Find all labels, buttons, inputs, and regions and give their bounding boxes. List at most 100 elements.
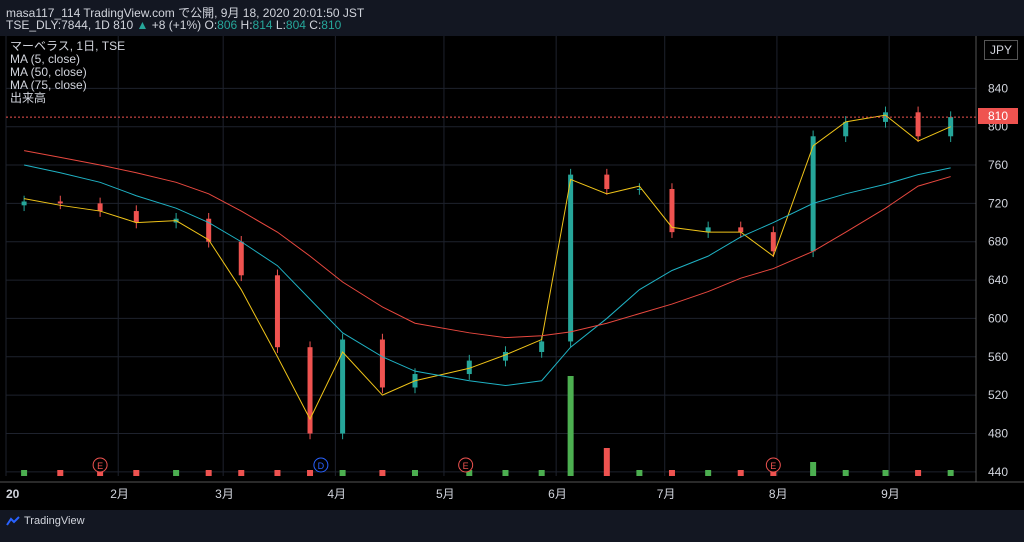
change-value: +8 (+1%) — [151, 18, 202, 32]
event-marker — [765, 457, 781, 473]
legend-ma50[interactable]: MA (50, close) — [10, 65, 87, 79]
time-tick-label: 20 — [6, 487, 20, 501]
volume-bar — [668, 470, 675, 476]
volume-bar — [538, 470, 545, 476]
time-tick-label: 9月 — [881, 487, 900, 501]
volume-bar — [842, 470, 849, 476]
volume-bar — [339, 470, 346, 476]
footer-bar — [0, 510, 1024, 537]
candle-body — [502, 351, 508, 361]
open-value: 806 — [217, 18, 238, 32]
candle-body — [770, 232, 776, 252]
volume-bar — [173, 470, 180, 476]
time-tick-label: 2月 — [110, 487, 129, 501]
currency-button[interactable]: JPY — [984, 40, 1018, 60]
volume-bar — [238, 470, 245, 476]
candle-body — [539, 341, 545, 352]
header-bar: masa117_114 TradingView.com で公開, 9月 18, … — [0, 0, 1024, 36]
close-value: 810 — [321, 18, 342, 32]
tradingview-brand[interactable]: TradingView — [6, 515, 85, 527]
close-label: C: — [309, 18, 322, 32]
legend-volume[interactable]: 出来高 — [10, 91, 47, 105]
candle-body — [915, 112, 921, 137]
price-tick-label: 840 — [988, 81, 1008, 95]
volume-bar — [737, 470, 744, 476]
low-value: 804 — [285, 18, 306, 32]
price-tick-label: 680 — [988, 235, 1008, 249]
volume-bar — [915, 470, 922, 476]
price-tick-label: 600 — [988, 311, 1008, 325]
price-tick-label: 560 — [988, 350, 1008, 364]
candle-body — [466, 360, 472, 375]
high-value: 814 — [252, 18, 273, 32]
price-tick-label: 640 — [988, 273, 1008, 287]
candle-body — [21, 201, 27, 206]
time-tick-label: 3月 — [215, 487, 234, 501]
candle-body — [274, 275, 280, 348]
candle-body — [810, 136, 816, 252]
legend-symbol[interactable]: マーベラス, 1日, TSE — [10, 39, 126, 53]
candle-body — [738, 227, 744, 233]
last-price-tag: 810 — [978, 108, 1018, 124]
chart-area[interactable]: 840 800 760 720 680 640 600 560 520 480 440 20 2月 3月 4… — [0, 36, 1024, 537]
candle-body — [379, 339, 385, 388]
volume-bar — [379, 470, 386, 476]
event-marker — [313, 457, 329, 473]
publish-info: masa117_114 TradingView.com で公開, 9月 18, … — [6, 6, 365, 20]
candle-body — [705, 227, 711, 233]
ohlc-line: TSE_DLY:7844, 1D 810 ▲ +8 (+1%) O:806 H:… — [6, 18, 341, 32]
time-tick-label: 4月 — [327, 487, 346, 501]
legend-ma75[interactable]: MA (75, close) — [10, 78, 87, 92]
price-tick-label: 760 — [988, 158, 1008, 172]
candle-body — [206, 218, 212, 242]
candle-body — [238, 241, 244, 276]
event-marker — [92, 457, 108, 473]
ma5-line — [24, 114, 951, 421]
open-label: O: — [204, 18, 218, 32]
high-label: H: — [240, 18, 253, 32]
volume-bar — [810, 462, 817, 476]
brand-label: TradingView — [24, 515, 85, 527]
price-tick-label: 720 — [988, 196, 1008, 210]
candle-body — [669, 189, 675, 233]
time-tick-label: 8月 — [769, 487, 788, 501]
candle-body — [843, 121, 849, 137]
volume-bar — [567, 376, 574, 476]
candle-body — [948, 117, 954, 137]
volume-bar — [307, 470, 314, 476]
volume-bar — [205, 470, 212, 476]
time-tick-label: 6月 — [548, 487, 567, 501]
price-tick-label: 440 — [988, 465, 1008, 479]
up-arrow-icon: ▲ — [136, 18, 149, 32]
volume-bar — [133, 470, 140, 476]
price-tick-label: 480 — [988, 426, 1008, 440]
event-marker-label: D — [318, 461, 325, 471]
volume-bar — [466, 470, 473, 476]
ma75-line — [24, 150, 951, 339]
low-label: L: — [275, 18, 286, 32]
candle-body — [340, 339, 346, 434]
volume-bar — [274, 470, 281, 476]
volume-bar — [705, 470, 712, 476]
price-tick-label: 520 — [988, 388, 1008, 402]
time-tick-label: 7月 — [657, 487, 676, 501]
event-marker-label: E — [770, 461, 776, 471]
legend-ma5[interactable]: MA (5, close) — [10, 52, 81, 66]
candle-body — [307, 347, 313, 434]
symbol-label: TSE_DLY:7844, 1D 810 — [6, 18, 134, 32]
indicator-legend: マーベラス, 1日, TSE MA (5, close) MA (50, clo… — [10, 40, 125, 105]
volume-bar — [411, 470, 418, 476]
time-tick-label: 5月 — [436, 487, 455, 501]
volume-bar — [21, 470, 28, 476]
volume-bar — [57, 470, 64, 476]
volume-bar — [947, 470, 954, 476]
tradingview-logo-icon — [6, 516, 20, 526]
candle-body — [568, 174, 574, 342]
candle-body — [97, 203, 103, 212]
ma50-line — [23, 164, 951, 387]
event-marker — [458, 457, 474, 473]
volume-bar — [603, 448, 610, 476]
candle-body — [604, 174, 610, 190]
event-marker-label: E — [97, 461, 103, 471]
